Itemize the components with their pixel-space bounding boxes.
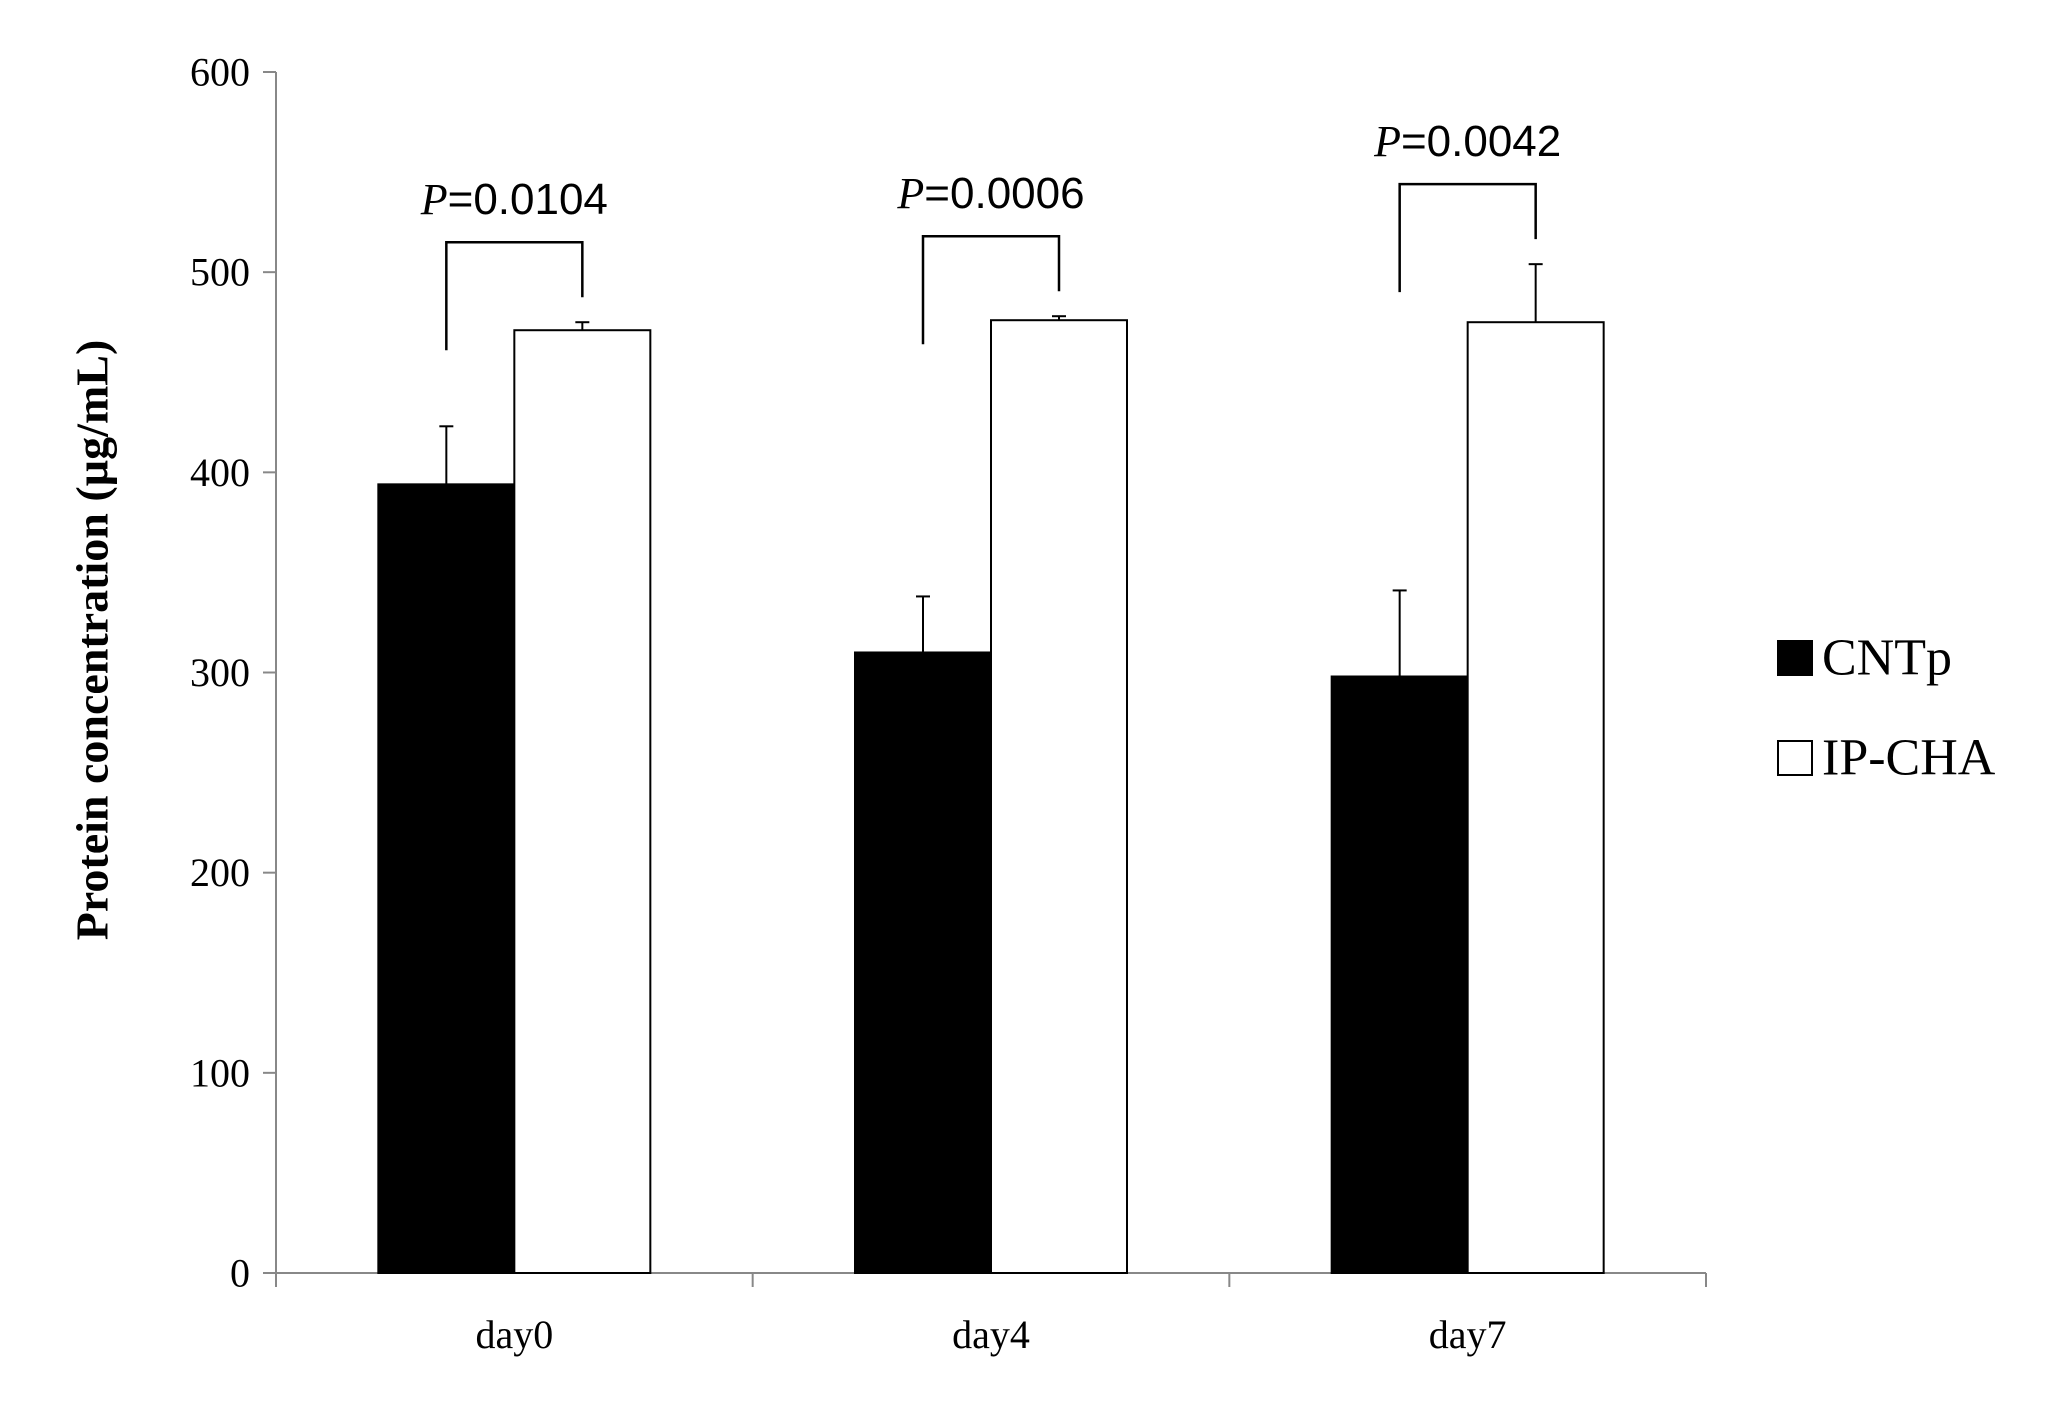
bar-cntp-day4 [854, 651, 992, 1274]
bar-ip-cha-day0 [513, 329, 652, 1274]
y-tick-label: 300 [190, 650, 250, 695]
x-tick-label: day0 [475, 1312, 553, 1357]
p-value-number: =0.0006 [924, 169, 1084, 218]
significance-bracket [921, 234, 1061, 345]
y-tick-label: 200 [190, 850, 250, 895]
bar-ip-cha-day7 [1466, 321, 1605, 1275]
p-value-prefix: P [896, 169, 924, 218]
y-tick-label: 600 [190, 50, 250, 95]
legend-swatch-cntp [1777, 640, 1813, 676]
p-value-number: =0.0042 [1401, 117, 1561, 166]
bar-cntp-day7 [1330, 675, 1469, 1274]
p-value-label: P=0.0006 [896, 169, 1084, 218]
significance-bracket [445, 240, 584, 351]
bar-ip-cha-day4 [990, 319, 1128, 1274]
y-tick-label: 500 [190, 250, 250, 295]
x-tick-label: day4 [952, 1312, 1030, 1357]
p-value-number: =0.0104 [448, 175, 608, 224]
y-axis-title: Protein concentration (µg/mL) [67, 340, 118, 941]
legend: CNTp IP-CHA [1777, 630, 1996, 787]
p-value-prefix: P [420, 175, 448, 224]
significance-bracket [1398, 182, 1537, 293]
legend-swatch-ip-cha [1777, 740, 1813, 776]
y-tick-label: 400 [190, 450, 250, 495]
p-value-label: P=0.0104 [420, 175, 608, 224]
p-value-prefix: P [1373, 117, 1401, 166]
x-tick-label: day7 [1429, 1312, 1507, 1357]
bar-cntp-day0 [377, 483, 516, 1274]
y-tick-label: 100 [190, 1050, 250, 1095]
y-tick-label: 0 [230, 1251, 250, 1296]
legend-label-cntp: CNTp [1822, 630, 1952, 687]
p-value-label: P=0.0042 [1373, 117, 1561, 166]
legend-label-ip-cha: IP-CHA [1822, 730, 1996, 787]
